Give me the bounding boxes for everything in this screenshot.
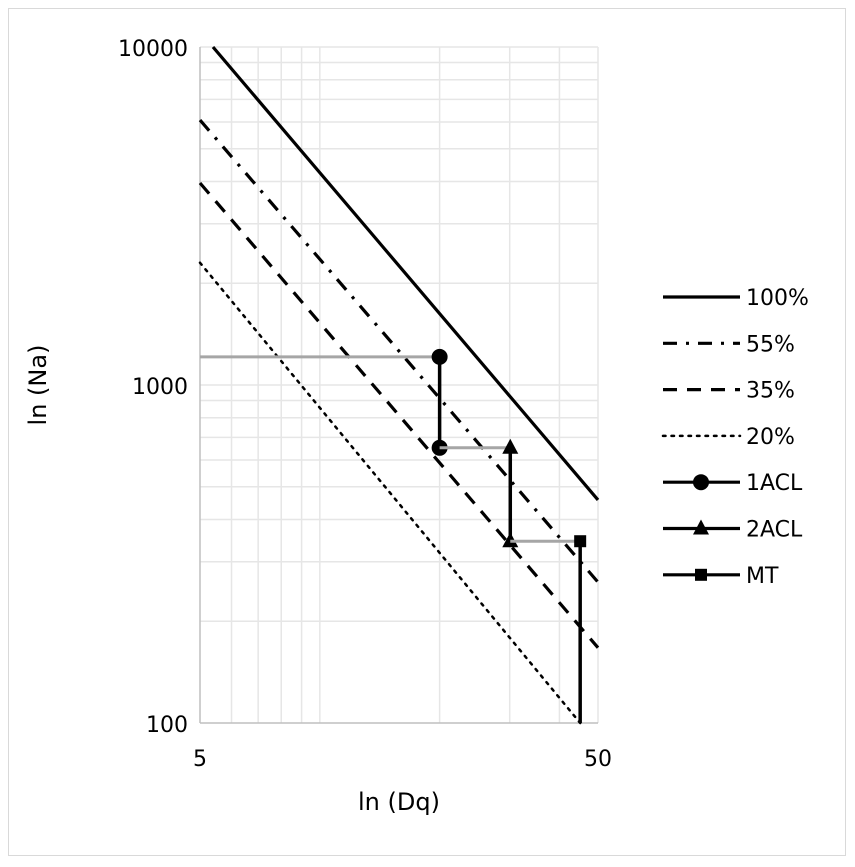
legend-item: 1ACL [663,471,803,496]
legend-item: 100% [663,286,809,311]
series-20pct [198,261,582,725]
series-mt [510,535,587,723]
series-line [198,118,600,584]
chart-frame [8,8,846,856]
x-axis-label: ln (Dq) [358,788,440,816]
series-layer [198,45,600,725]
series-line [198,261,582,725]
circle-marker [693,474,709,491]
legend-label: 55% [746,332,795,357]
legend-item: 35% [663,379,795,404]
legend-label: 1ACL [746,471,803,496]
square-marker [574,535,587,548]
triangle-marker [502,438,519,454]
series-55pct [198,118,600,584]
series-35pct [198,181,600,649]
legend-label: MT [746,564,779,589]
legend: 100% 55% 35% 20% 1ACL 2ACL MT [661,286,809,589]
x-tick-5: 5 [193,747,207,772]
legend-item: 20% [661,425,795,450]
x-tick-50: 50 [584,747,612,772]
triangle-marker [693,519,709,535]
y-tick-10000: 10000 [118,37,188,62]
grid [199,46,599,724]
y-tick-100: 100 [146,713,188,738]
circle-marker [431,348,448,365]
legend-item: 2ACL [663,518,803,543]
y-tick-1000: 1000 [132,375,188,400]
series-2acl [439,438,519,548]
series-100pct [211,45,600,501]
square-marker [695,568,707,581]
series-line [198,181,600,649]
legend-item: 55% [663,332,795,357]
y-axis-label: ln (Na) [24,345,52,426]
legend-label: 35% [746,379,795,404]
legend-item: MT [663,564,779,589]
legend-label: 2ACL [746,518,803,543]
series-line [211,45,600,501]
legend-label: 100% [746,286,809,311]
legend-label: 20% [746,425,795,450]
